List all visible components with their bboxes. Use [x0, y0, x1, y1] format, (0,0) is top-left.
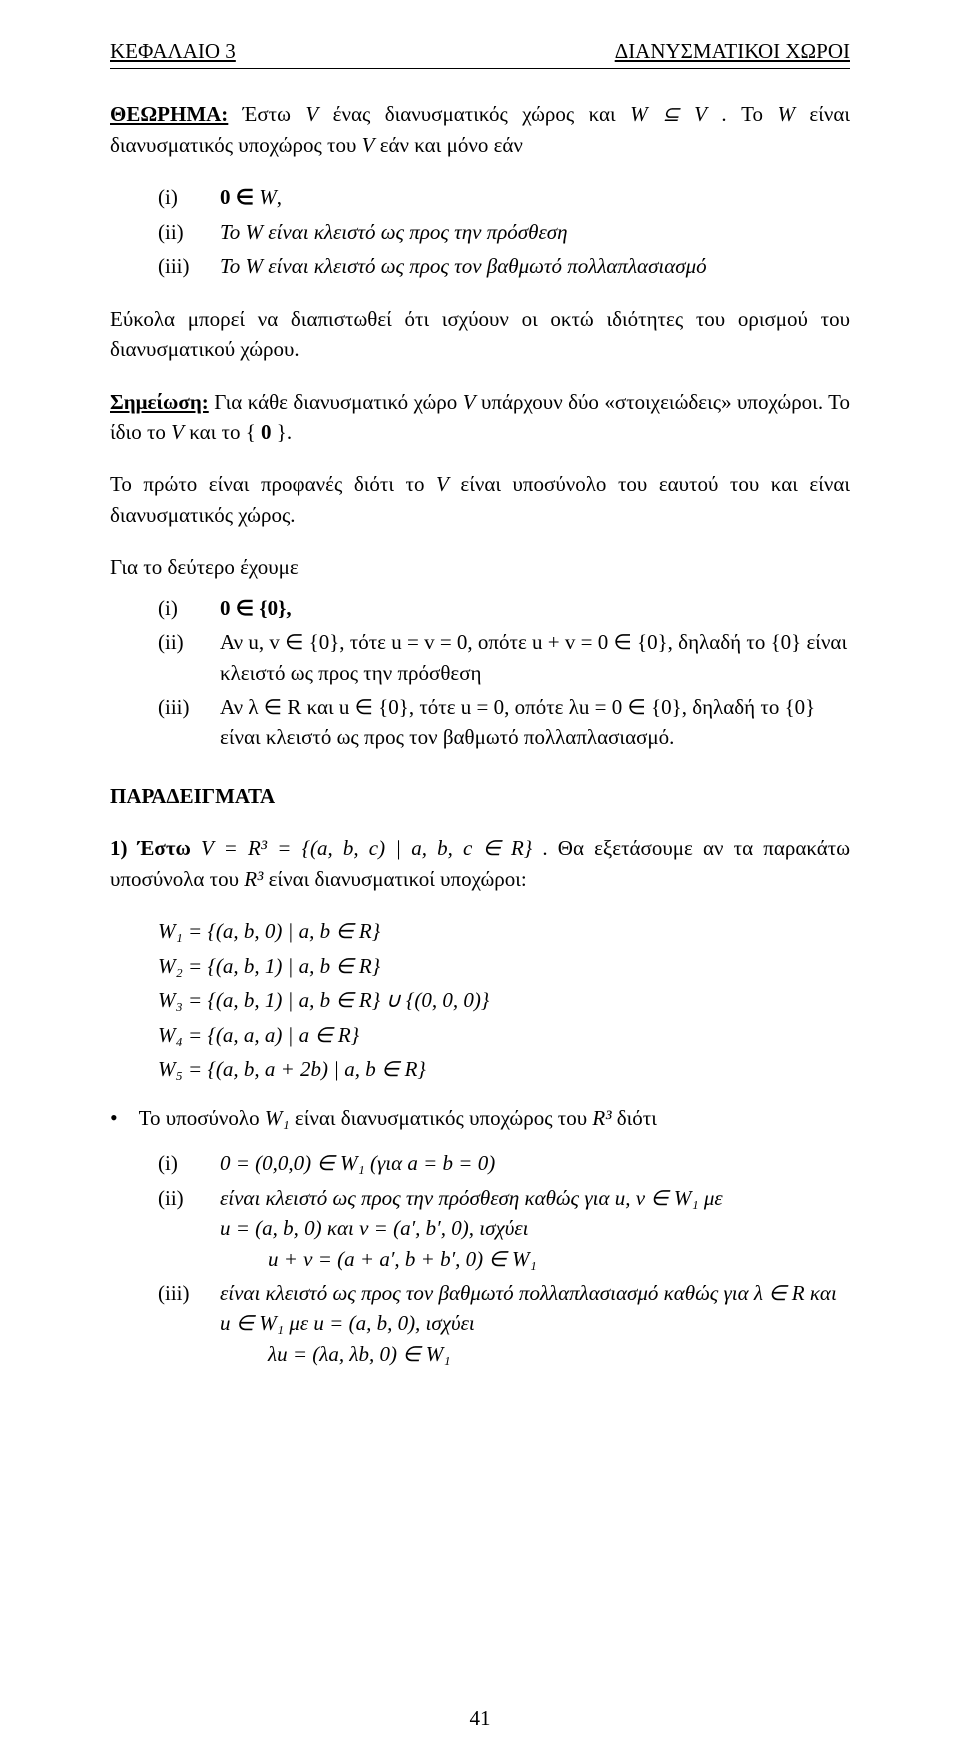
roman-numeral: (ii)	[158, 627, 220, 657]
roman-numeral: (ii)	[158, 1183, 220, 1213]
subspace-definitions: W₁ = {(a, b, 0) | a, b ∈ R} W₂ = {(a, b,…	[110, 916, 850, 1084]
list-text: 0 ∈ {0},	[220, 593, 850, 623]
list-item: (ii) Το W είναι κλειστό ως προς την πρόσ…	[158, 217, 850, 247]
theorem-conditions-list: (i) 0 ∈ W, (ii) Το W είναι κλειστό ως πρ…	[110, 182, 850, 281]
theorem-sub: W ⊆ V	[630, 102, 707, 126]
list-item: (ii) Αν u, v ∈ {0}, τότε u = v = 0, οπότ…	[158, 627, 850, 688]
theorem-V: V	[305, 102, 318, 126]
running-header: ΚΕΦΑΛΑΙΟ 3 ΔΙΑΝΥΣΜΑΤΙΚΟΙ ΧΩΡΟΙ	[110, 36, 850, 66]
list-text: 0 ∈ W,	[220, 182, 850, 212]
theorem-text-3: . Το	[721, 102, 777, 126]
roman-numeral: (iii)	[158, 1278, 220, 1308]
page: ΚΕΦΑΛΑΙΟ 3 ΔΙΑΝΥΣΜΑΤΙΚΟΙ ΧΩΡΟΙ ΘΕΩΡΗΜΑ: …	[0, 0, 960, 1761]
roman-numeral: (i)	[158, 1148, 220, 1178]
list-item: (ii) είναι κλειστό ως προς την πρόσθεση …	[158, 1183, 850, 1274]
example-1-lead: 1) Έστω V = R³ = {(a, b, c) | a, b, c ∈ …	[110, 833, 850, 894]
theorem-text-2: ένας διανυσματικός χώρος και	[333, 102, 631, 126]
theorem-statement: ΘΕΩΡΗΜΑ: Έστω V ένας διανυσματικός χώρος…	[110, 99, 850, 160]
eqn-line: W₃ = {(a, b, 1) | a, b ∈ R} ∪ {(0, 0, 0)…	[110, 985, 850, 1015]
header-rule	[110, 68, 850, 69]
eqn-line: W₅ = {(a, b, a + 2b) | a, b ∈ R}	[110, 1054, 850, 1084]
list-text: Αν u, v ∈ {0}, τότε u = v = 0, οπότε u +…	[220, 627, 850, 688]
list-text: είναι κλειστό ως προς τον βαθμωτό πολλαπ…	[220, 1278, 850, 1369]
roman-numeral: (iii)	[158, 251, 220, 281]
list-text: Αν λ ∈ R και u ∈ {0}, τότε u = 0, οπότε …	[220, 692, 850, 753]
list-item: (iii) Το W είναι κλειστό ως προς τον βαθ…	[158, 251, 850, 281]
note-label: Σημείωση:	[110, 390, 209, 414]
list-item: (iii) είναι κλειστό ως προς τον βαθμωτό …	[158, 1278, 850, 1369]
page-number: 41	[0, 1703, 960, 1733]
roman-numeral: (ii)	[158, 217, 220, 247]
list-text: είναι κλειστό ως προς την πρόσθεση καθώς…	[220, 1183, 850, 1274]
theorem-text-1: Έστω	[243, 102, 306, 126]
roman-numeral: (iii)	[158, 692, 220, 722]
theorem-text-5: εάν και μόνο εάν	[380, 133, 523, 157]
proof-conditions-list: (i) 0 = (0,0,0) ∈ W₁ (για a = b = 0) (ii…	[110, 1148, 850, 1369]
list-text: Το W είναι κλειστό ως προς τον βαθμωτό π…	[220, 251, 850, 281]
paragraph: Το πρώτο είναι προφανές διότι το V είναι…	[110, 469, 850, 530]
note-paragraph: Σημείωση: Για κάθε διανυσματικό χώρο V υ…	[110, 387, 850, 448]
examples-heading: ΠΑΡΑΔΕΙΓΜΑΤΑ	[110, 781, 850, 811]
list-item: (i) 0 = (0,0,0) ∈ W₁ (για a = b = 0)	[158, 1148, 850, 1178]
theorem-V2: V	[362, 133, 375, 157]
list-item: (i) 0 ∈ W,	[158, 182, 850, 212]
eqn-line: W₁ = {(a, b, 0) | a, b ∈ R}	[110, 916, 850, 946]
roman-numeral: (i)	[158, 182, 220, 212]
list-text: Το W είναι κλειστό ως προς την πρόσθεση	[220, 217, 850, 247]
theorem-label: ΘΕΩΡΗΜΑ:	[110, 102, 228, 126]
paragraph: Εύκολα μπορεί να διαπιστωθεί ότι ισχύουν…	[110, 304, 850, 365]
bullet-item: Το υποσύνολο W₁ είναι διανυσματικός υποχ…	[110, 1102, 850, 1134]
theorem-W: W	[777, 102, 795, 126]
list-text: 0 = (0,0,0) ∈ W₁ (για a = b = 0)	[220, 1148, 850, 1178]
list-item: (i) 0 ∈ {0},	[158, 593, 850, 623]
list-item: (iii) Αν λ ∈ R και u ∈ {0}, τότε u = 0, …	[158, 692, 850, 753]
trivial-subspace-list: (i) 0 ∈ {0}, (ii) Αν u, v ∈ {0}, τότε u …	[110, 593, 850, 753]
paragraph: Για το δεύτερο έχουμε	[110, 552, 850, 582]
eqn-line: W₄ = {(a, a, a) | a ∈ R}	[110, 1020, 850, 1050]
header-right: ΔΙΑΝΥΣΜΑΤΙΚΟΙ ΧΩΡΟΙ	[615, 36, 850, 66]
header-left: ΚΕΦΑΛΑΙΟ 3	[110, 36, 236, 66]
roman-numeral: (i)	[158, 593, 220, 623]
eqn-line: W₂ = {(a, b, 1) | a, b ∈ R}	[110, 951, 850, 981]
